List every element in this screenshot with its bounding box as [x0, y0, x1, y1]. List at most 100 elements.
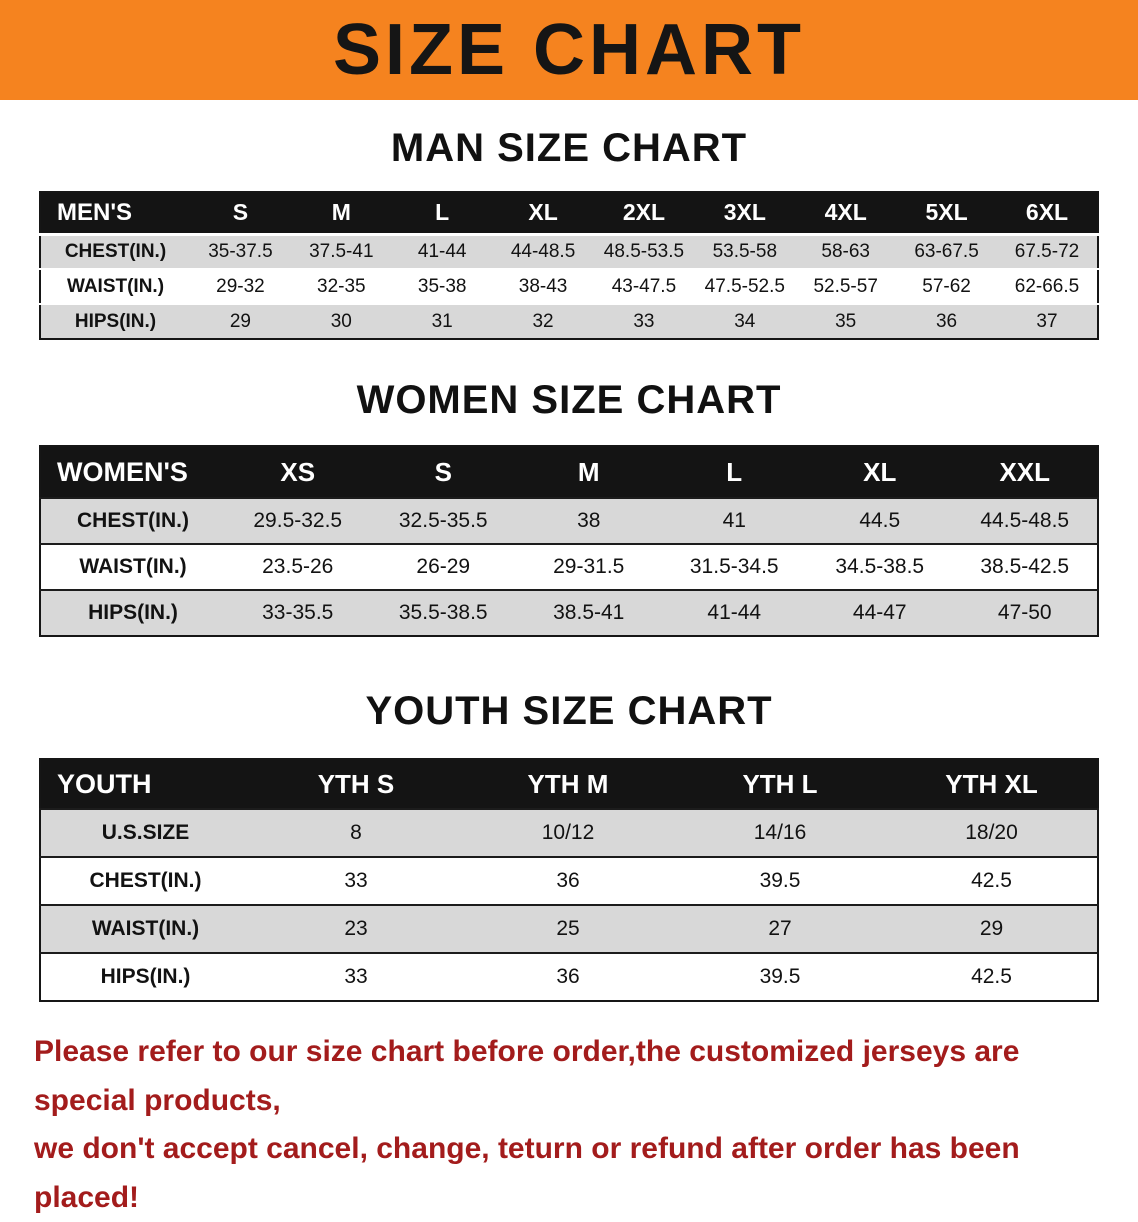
size-cell: 30 [290, 303, 392, 339]
men-section: MAN SIZE CHART MEN'S S M L XL 2XL 3XL 4X… [0, 100, 1138, 340]
size-cell: 44-48.5 [492, 232, 594, 269]
youth-section: YOUTH SIZE CHART YOUTH YTH S YTH M YTH L… [0, 637, 1138, 1002]
size-cell: 29 [886, 904, 1098, 953]
row-label: U.S.SIZE [40, 808, 250, 857]
size-cell: 31.5-34.5 [661, 543, 807, 590]
size-cell: 41 [661, 497, 807, 544]
col-header: 5XL [896, 192, 997, 234]
size-cell: 35-37.5 [190, 232, 291, 269]
size-cell: 23.5-26 [225, 543, 371, 590]
col-header: M [516, 446, 662, 498]
size-cell: 36 [462, 856, 674, 905]
size-cell: 57-62 [896, 268, 997, 304]
row-label: CHEST(IN.) [40, 232, 190, 269]
size-cell: 67.5-72 [997, 232, 1098, 269]
size-cell: 36 [462, 952, 674, 1001]
table-row: WAIST(IN.) 23.5-26 26-29 29-31.5 31.5-34… [40, 543, 1098, 590]
row-label: CHEST(IN.) [40, 497, 225, 544]
col-header: 4XL [795, 192, 897, 234]
size-cell: 58-63 [795, 232, 897, 269]
table-row: HIPS(IN.) 33 36 39.5 42.5 [40, 952, 1098, 1001]
col-header: YTH XL [886, 759, 1098, 809]
size-cell: 43-47.5 [593, 268, 695, 304]
youth-header-row: YOUTH YTH S YTH M YTH L YTH XL [40, 759, 1098, 809]
size-cell: 27 [674, 904, 886, 953]
size-cell: 34 [694, 303, 796, 339]
disclaimer: Please refer to our size chart before or… [0, 1002, 1138, 1222]
col-header: XS [225, 446, 371, 498]
table-row: CHEST(IN.) 33 36 39.5 42.5 [40, 856, 1098, 905]
col-header: YTH L [674, 759, 886, 809]
size-cell: 32.5-35.5 [370, 497, 516, 544]
size-cell: 29-31.5 [516, 543, 662, 590]
col-header: 2XL [593, 192, 695, 234]
size-cell: 44.5 [807, 497, 953, 544]
size-cell: 41-44 [661, 589, 807, 636]
women-table-title-cell: WOMEN'S [40, 446, 225, 498]
size-cell: 63-67.5 [896, 232, 997, 269]
size-cell: 33 [250, 856, 462, 905]
table-row: HIPS(IN.) 29 30 31 32 33 34 35 36 37 [40, 303, 1098, 339]
size-cell: 42.5 [886, 952, 1098, 1001]
size-cell: 47-50 [952, 589, 1098, 636]
men-size-table: MEN'S S M L XL 2XL 3XL 4XL 5XL 6XL CHEST… [39, 191, 1099, 340]
col-header: XL [492, 192, 594, 234]
women-section: WOMEN SIZE CHART WOMEN'S XS S M L XL XXL… [0, 340, 1138, 637]
size-cell: 38-43 [492, 268, 594, 304]
youth-table-title-cell: YOUTH [40, 759, 250, 809]
table-row: CHEST(IN.) 29.5-32.5 32.5-35.5 38 41 44.… [40, 497, 1098, 544]
size-cell: 42.5 [886, 856, 1098, 905]
size-cell: 36 [896, 303, 997, 339]
size-cell: 33 [593, 303, 695, 339]
page-title: SIZE CHART [333, 10, 805, 90]
men-header-row: MEN'S S M L XL 2XL 3XL 4XL 5XL 6XL [40, 192, 1098, 234]
women-header-row: WOMEN'S XS S M L XL XXL [40, 446, 1098, 498]
size-cell: 34.5-38.5 [807, 543, 953, 590]
size-cell: 8 [250, 808, 462, 857]
women-size-table: WOMEN'S XS S M L XL XXL CHEST(IN.) 29.5-… [39, 445, 1099, 637]
row-label: WAIST(IN.) [40, 268, 190, 304]
size-cell: 53.5-58 [694, 232, 796, 269]
col-header: S [190, 192, 291, 234]
size-cell: 14/16 [674, 808, 886, 857]
col-header: L [391, 192, 493, 234]
col-header: 6XL [997, 192, 1098, 234]
size-cell: 32-35 [290, 268, 392, 304]
table-row: CHEST(IN.) 35-37.5 37.5-41 41-44 44-48.5… [40, 232, 1098, 269]
col-header: L [661, 446, 807, 498]
size-cell: 23 [250, 904, 462, 953]
row-label: WAIST(IN.) [40, 904, 250, 953]
youth-section-heading: YOUTH SIZE CHART [365, 689, 773, 733]
size-cell: 26-29 [370, 543, 516, 590]
col-header: YTH M [462, 759, 674, 809]
size-cell: 48.5-53.5 [593, 232, 695, 269]
size-cell: 35.5-38.5 [370, 589, 516, 636]
size-cell: 35 [795, 303, 897, 339]
table-row: WAIST(IN.) 29-32 32-35 35-38 38-43 43-47… [40, 268, 1098, 304]
table-row: U.S.SIZE 8 10/12 14/16 18/20 [40, 808, 1098, 857]
size-cell: 62-66.5 [997, 268, 1098, 304]
size-cell: 52.5-57 [795, 268, 897, 304]
row-label: CHEST(IN.) [40, 856, 250, 905]
col-header: 3XL [694, 192, 796, 234]
men-section-heading: MAN SIZE CHART [390, 126, 748, 170]
size-cell: 37.5-41 [290, 232, 392, 269]
col-header: XXL [952, 446, 1098, 498]
size-cell: 10/12 [462, 808, 674, 857]
table-row: HIPS(IN.) 33-35.5 35.5-38.5 38.5-41 41-4… [40, 589, 1098, 636]
size-cell: 32 [492, 303, 594, 339]
row-label: HIPS(IN.) [40, 952, 250, 1001]
size-cell: 18/20 [886, 808, 1098, 857]
women-section-heading: WOMEN SIZE CHART [356, 378, 782, 422]
size-cell: 38.5-42.5 [952, 543, 1098, 590]
col-header: YTH S [250, 759, 462, 809]
size-cell: 44-47 [807, 589, 953, 636]
table-row: WAIST(IN.) 23 25 27 29 [40, 904, 1098, 953]
size-cell: 35-38 [391, 268, 493, 304]
size-cell: 31 [391, 303, 493, 339]
size-cell: 38 [516, 497, 662, 544]
row-label: HIPS(IN.) [40, 303, 190, 339]
row-label: HIPS(IN.) [40, 589, 225, 636]
size-cell: 38.5-41 [516, 589, 662, 636]
size-cell: 29 [190, 303, 291, 339]
